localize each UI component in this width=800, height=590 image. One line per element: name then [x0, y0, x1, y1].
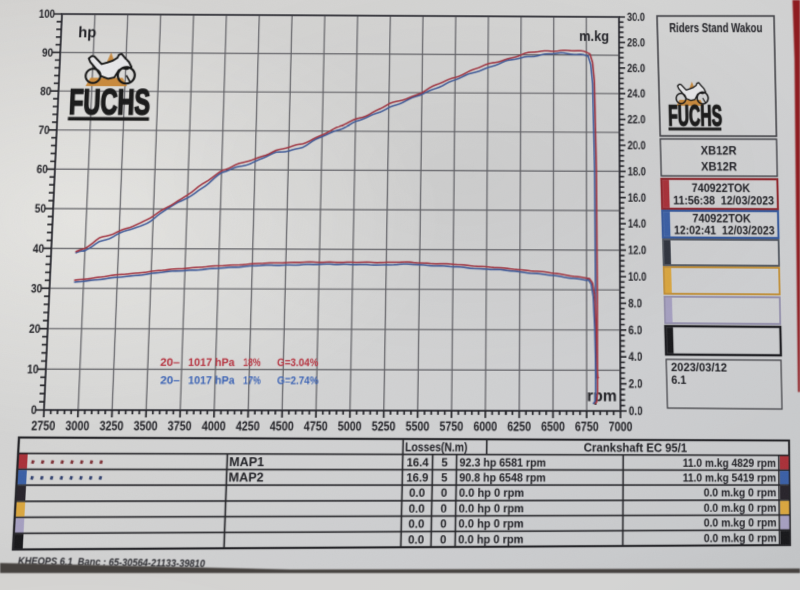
- svg-text:KHEOPS 6.1 Banc : 65-30564-21: KHEOPS 6.1 Banc : 65-30564-21133-39810: [18, 556, 206, 571]
